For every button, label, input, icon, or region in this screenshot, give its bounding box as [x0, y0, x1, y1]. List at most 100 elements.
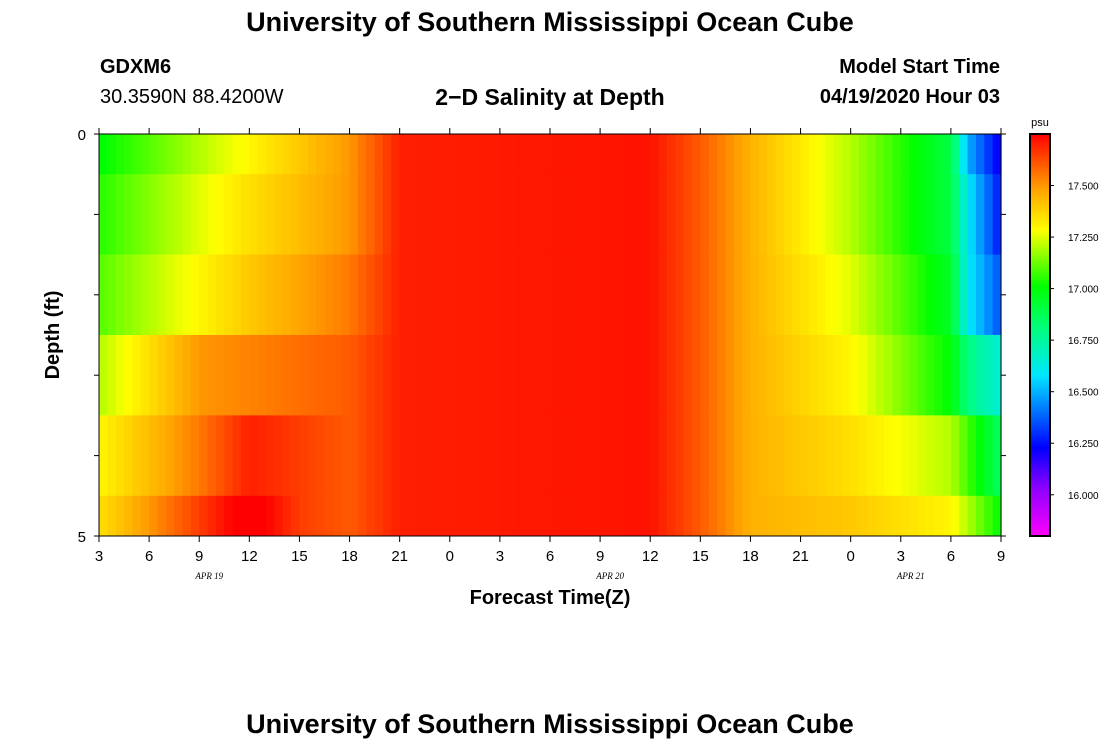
heatmap-cell [817, 174, 827, 255]
heatmap-cell [758, 254, 768, 336]
heatmap-cell [700, 134, 710, 175]
x-tick-label: 6 [145, 548, 153, 565]
heatmap-cell [842, 254, 852, 336]
heatmap-cell [825, 335, 835, 416]
heatmap-cell [232, 174, 242, 255]
heatmap-cell [608, 495, 618, 537]
heatmap-cell [107, 335, 117, 416]
heatmap-cell [733, 415, 743, 497]
heatmap-cell [132, 174, 142, 255]
heatmap-cell [992, 134, 1002, 175]
heatmap-cell [583, 335, 593, 416]
heatmap-cell [499, 174, 509, 255]
heatmap-cell [850, 335, 860, 416]
heatmap-cell [224, 254, 234, 336]
heatmap-cell [833, 254, 843, 336]
heatmap-cell [441, 415, 451, 497]
heatmap-cell [215, 174, 225, 255]
date-label: APR 19 [194, 571, 223, 581]
heatmap-cell [892, 134, 902, 175]
heatmap-cell [349, 174, 359, 255]
heatmap-cell [541, 254, 551, 336]
heatmap-cell [666, 495, 676, 537]
heatmap-cell [282, 415, 292, 497]
heatmap-cell [99, 495, 108, 537]
heatmap-cell [524, 254, 534, 336]
heatmap-cell [249, 174, 259, 255]
heatmap-cell [767, 335, 777, 416]
heatmap-cell [274, 495, 284, 537]
heatmap-cell [658, 415, 668, 497]
heatmap-cell [207, 174, 217, 255]
heatmap-cell [833, 495, 843, 537]
x-axis: 3 6 9 12 15 18 21 0 3 6 9 12 15 18 21 0 3 6 9 [95, 128, 1005, 565]
heatmap-cell [792, 335, 802, 416]
heatmap-cell [875, 415, 885, 497]
heatmap-cell [474, 415, 484, 497]
heatmap-cell [124, 415, 134, 497]
heatmap-cell [408, 254, 417, 336]
heatmap-cell [833, 335, 843, 416]
heatmap-cell [382, 335, 392, 416]
heatmap-cell [717, 495, 726, 537]
heatmap-cell [282, 134, 292, 175]
heatmap-cell [691, 415, 701, 497]
heatmap-cell [750, 134, 760, 175]
heatmap-cell [474, 495, 484, 537]
heatmap-cell [516, 134, 526, 175]
heatmap-cell [942, 415, 952, 497]
heatmap-cell [600, 254, 610, 336]
heatmap-cell [666, 174, 676, 255]
heatmap-cell [600, 174, 610, 255]
heatmap-cell [491, 335, 501, 416]
heatmap-cell [975, 415, 985, 497]
heatmap-cell [449, 495, 459, 537]
heatmap-cell [240, 134, 250, 175]
heatmap-cell [332, 495, 342, 537]
heatmap-cell [842, 415, 852, 497]
heatmap-cell [199, 415, 209, 497]
heatmap-cell [291, 415, 301, 497]
heatmap-cell [499, 415, 509, 497]
heatmap-cell [658, 335, 668, 416]
heatmap-cell [215, 335, 225, 416]
y-tick-label: 5 [78, 529, 86, 546]
heatmap-cell [332, 415, 342, 497]
heatmap-cell [299, 134, 309, 175]
heatmap-cell [541, 335, 551, 416]
heatmap-cell [909, 134, 919, 175]
heatmap-cell [99, 174, 108, 255]
x-tick-label: 0 [846, 548, 854, 565]
colorbar-tick-label: 16.500 [1068, 388, 1099, 399]
heatmap-cell [124, 495, 134, 537]
heatmap-cell [583, 495, 593, 537]
heatmap-cell [207, 134, 217, 175]
heatmap-cell [792, 174, 802, 255]
heatmap-cell [182, 495, 192, 537]
heatmap-cell [984, 415, 994, 497]
heatmap-cell [207, 335, 217, 416]
x-tick-label: 21 [391, 548, 408, 565]
heatmap-cell [416, 134, 426, 175]
heatmap-cell [115, 415, 125, 497]
heatmap-cell [950, 174, 960, 255]
heatmap-cell [533, 134, 543, 175]
heatmap-cell [533, 415, 543, 497]
heatmap-cell [608, 134, 618, 175]
heatmap-cell [783, 495, 793, 537]
heatmap-cell [767, 415, 777, 497]
heatmap-cell [449, 254, 459, 336]
heatmap-cell [717, 174, 726, 255]
heatmap-cell [266, 495, 275, 537]
heatmap-cell [416, 254, 426, 336]
heatmap-cell [165, 415, 175, 497]
heatmap-cell [524, 415, 534, 497]
heatmap-cell [240, 174, 250, 255]
heatmap-cell [366, 134, 376, 175]
heatmap-cell [232, 415, 242, 497]
heatmap-cell [808, 134, 818, 175]
heatmap-cell [975, 134, 985, 175]
heatmap-cell [433, 495, 443, 537]
date-labels: APR 19 APR 20 APR 21 [194, 571, 924, 581]
heatmap-cell [625, 134, 635, 175]
